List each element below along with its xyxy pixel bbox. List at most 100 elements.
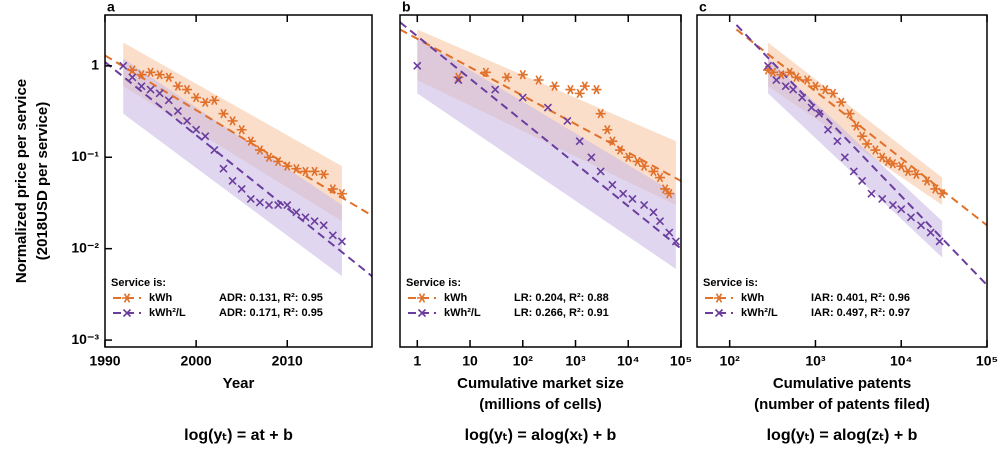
legend-fit-label: IAR: 0.401, R²: 0.96 xyxy=(811,292,910,304)
data-point xyxy=(937,188,948,199)
legend-title: Service is: xyxy=(406,277,461,289)
data-point xyxy=(789,85,798,94)
x-tick-label: 10² xyxy=(513,353,534,369)
plot-frame xyxy=(696,14,988,348)
data-point xyxy=(173,107,182,116)
data-point xyxy=(596,167,605,176)
data-point xyxy=(906,213,916,222)
x-tick-label: 10⁵ xyxy=(976,353,998,369)
data-point xyxy=(336,188,347,199)
equation: log(yₜ) = at + b xyxy=(184,427,293,444)
data-point xyxy=(827,88,838,99)
data-point xyxy=(146,85,155,94)
data-point xyxy=(309,166,320,177)
data-point xyxy=(218,108,229,119)
plot-area xyxy=(400,21,681,269)
data-point xyxy=(579,81,590,91)
data-point xyxy=(607,136,618,146)
x-tick-label: 2000 xyxy=(181,353,212,369)
data-point xyxy=(862,139,873,149)
x-tick-label: 10² xyxy=(720,353,741,369)
data-point xyxy=(763,61,773,70)
data-point xyxy=(454,75,463,85)
x-tick-label: 2010 xyxy=(272,353,303,369)
legend-fit-label: ADR: 0.131, R²: 0.95 xyxy=(219,292,323,304)
data-point xyxy=(517,69,528,80)
data-point xyxy=(155,89,164,98)
x-tick-label: 1 xyxy=(413,353,421,369)
legend-label: kWh²/L xyxy=(444,307,481,319)
data-point xyxy=(628,194,637,204)
data-point xyxy=(164,96,173,105)
data-point xyxy=(337,237,346,246)
y-tick-label: 10⁻³ xyxy=(71,331,99,347)
data-point xyxy=(518,93,527,102)
x-tick-label: 10⁴ xyxy=(890,353,913,369)
data-point xyxy=(210,145,219,155)
data-point xyxy=(823,125,833,134)
data-point xyxy=(591,84,602,95)
x-tick-label: 1990 xyxy=(89,353,120,369)
plot-area xyxy=(105,42,372,277)
data-point xyxy=(640,200,649,210)
data-point xyxy=(857,131,868,141)
data-point xyxy=(639,161,650,171)
x-tick-label: 10 xyxy=(462,353,478,369)
data-point xyxy=(127,65,138,75)
data-point xyxy=(807,103,816,112)
legend-title: Service is: xyxy=(111,277,166,289)
data-point xyxy=(192,125,201,134)
data-point xyxy=(137,82,146,91)
data-point xyxy=(926,228,935,237)
data-point xyxy=(246,194,255,204)
y-tick-label: 10⁻¹ xyxy=(71,148,99,164)
y-axis-label: Normalized price per service xyxy=(13,79,30,283)
legend-label: kWh xyxy=(444,292,468,304)
data-point xyxy=(264,200,274,210)
data-point xyxy=(119,61,128,70)
data-point xyxy=(237,184,246,194)
fit-line xyxy=(400,28,681,182)
data-point xyxy=(844,108,855,119)
data-point xyxy=(587,153,596,162)
data-point xyxy=(660,184,671,194)
data-point xyxy=(887,158,898,169)
data-point xyxy=(201,132,210,141)
panel-label: b xyxy=(402,0,411,15)
data-point xyxy=(820,84,831,95)
data-point xyxy=(128,73,137,82)
data-point xyxy=(851,121,862,131)
data-point xyxy=(282,161,293,171)
y-tick-label: 10⁻² xyxy=(71,239,99,255)
data-point xyxy=(565,84,576,95)
x-axis-label: (millions of cells) xyxy=(479,396,602,413)
plot-frame xyxy=(399,14,682,348)
legend-label: kWh xyxy=(741,292,765,304)
y-tick-label: 1 xyxy=(91,57,99,73)
legend-marker xyxy=(417,293,427,303)
x-tick-label: 10⁴ xyxy=(617,353,640,369)
x-tick-label: 10³ xyxy=(565,353,586,369)
data-point xyxy=(772,75,781,85)
data-point xyxy=(310,217,319,226)
data-point xyxy=(878,194,887,204)
data-point xyxy=(615,145,626,155)
data-point xyxy=(145,67,156,78)
data-point xyxy=(655,217,665,226)
data-point xyxy=(574,88,585,99)
data-point xyxy=(858,176,867,186)
data-point xyxy=(836,97,847,107)
data-point xyxy=(318,169,329,180)
x-axis-label: Cumulative market size xyxy=(457,375,624,392)
data-point xyxy=(916,221,926,230)
plot-frame xyxy=(104,14,373,348)
plot-area xyxy=(735,24,987,286)
panel-label: a xyxy=(107,0,115,15)
data-point xyxy=(327,184,338,194)
data-point xyxy=(254,145,265,155)
panel-label: c xyxy=(699,0,707,15)
data-point xyxy=(802,75,813,85)
data-point xyxy=(575,137,584,146)
data-point xyxy=(273,156,284,167)
data-point xyxy=(632,156,643,167)
